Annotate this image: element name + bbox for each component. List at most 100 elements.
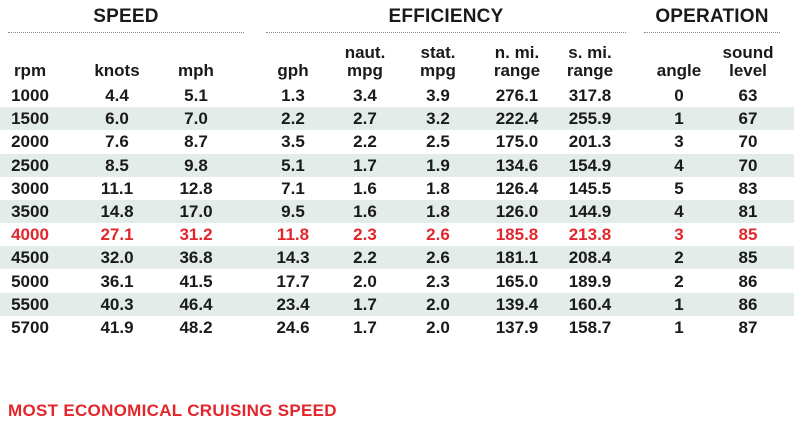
cell-knots: 36.1 xyxy=(100,271,134,291)
cell-stat-mpg: 2.0 xyxy=(426,318,450,337)
column-header-naut-mpg: naut. mpg xyxy=(344,43,386,80)
cell-naut-mpg: 2.0 xyxy=(353,271,377,291)
table-row: 5700 41.9 48.2 24.6 1.7 2.0 137.9 158.7 1 87 xyxy=(0,316,794,339)
cell-mph: 31.2 xyxy=(179,225,213,245)
cell-sound-level: 70 xyxy=(738,155,758,175)
cell-mph: 41.5 xyxy=(179,271,213,291)
cell-rpm: 5500 xyxy=(11,294,49,314)
cell-stat-mpg: 3.2 xyxy=(426,109,450,129)
cell-angle: 3 xyxy=(674,225,684,245)
cell-gph: 5.1 xyxy=(281,155,305,175)
cell-gph: 17.7 xyxy=(276,271,310,291)
cell-s-mi-range: 154.9 xyxy=(568,155,612,175)
cell-angle: 5 xyxy=(674,178,684,198)
cell-knots: 40.3 xyxy=(100,294,134,314)
cell-knots: 4.4 xyxy=(105,86,129,105)
cell-sound-level: 86 xyxy=(738,294,758,314)
cell-n-mi-range: 181.1 xyxy=(495,248,539,268)
cell-angle: 0 xyxy=(674,86,684,105)
cell-mph: 7.0 xyxy=(184,109,208,129)
table-row: 5000 36.1 41.5 17.7 2.0 2.3 165.0 189.9 2 86 xyxy=(0,270,794,293)
cell-s-mi-range: 144.9 xyxy=(568,202,612,221)
cell-gph: 23.4 xyxy=(276,294,310,314)
cell-stat-mpg: 2.6 xyxy=(426,248,450,268)
cell-n-mi-range: 126.4 xyxy=(495,178,539,198)
table-row: 1500 6.0 7.0 2.2 2.7 3.2 222.4 255.9 1 67 xyxy=(0,107,794,131)
cell-n-mi-range: 276.1 xyxy=(495,86,539,105)
cell-mph: 9.8 xyxy=(184,155,208,175)
cell-rpm: 1500 xyxy=(11,109,49,129)
cell-knots: 8.5 xyxy=(105,155,129,175)
group-heading-efficiency: EFFICIENCY xyxy=(266,6,626,33)
cell-angle: 4 xyxy=(674,202,684,221)
cell-gph: 14.3 xyxy=(276,248,310,268)
cell-s-mi-range: 189.9 xyxy=(568,271,612,291)
column-header-sound-level: sound level xyxy=(722,43,774,80)
column-header-n-mi-range: n. mi. range xyxy=(493,43,541,80)
cell-stat-mpg: 2.5 xyxy=(426,132,450,152)
group-heading-operation: OPERATION xyxy=(644,6,780,33)
column-header-knots: knots xyxy=(94,61,140,80)
cell-knots: 7.6 xyxy=(105,132,129,152)
cell-rpm: 2500 xyxy=(11,155,49,175)
table-row: 3000 11.1 12.8 7.1 1.6 1.8 126.4 145.5 5 83 xyxy=(0,177,794,200)
cell-naut-mpg: 1.6 xyxy=(353,178,377,198)
table-row: 4000 27.1 31.2 11.8 2.3 2.6 185.8 213.8 3 85 xyxy=(0,223,794,246)
cell-mph: 36.8 xyxy=(179,248,213,268)
cell-gph: 3.5 xyxy=(281,132,305,152)
column-header-gph: gph xyxy=(277,61,309,80)
table-row: 1000 4.4 5.1 1.3 3.4 3.9 276.1 317.8 0 63 xyxy=(0,84,794,107)
column-header-angle: angle xyxy=(656,61,702,80)
cell-n-mi-range: 126.0 xyxy=(495,202,539,221)
cell-s-mi-range: 208.4 xyxy=(568,248,612,268)
cell-angle: 1 xyxy=(674,318,684,337)
cell-n-mi-range: 134.6 xyxy=(495,155,539,175)
cell-naut-mpg: 2.2 xyxy=(353,132,377,152)
cell-naut-mpg: 1.7 xyxy=(353,155,377,175)
cell-s-mi-range: 145.5 xyxy=(568,178,612,198)
cell-angle: 2 xyxy=(674,248,684,268)
cell-stat-mpg: 3.9 xyxy=(426,86,450,105)
table-row: 4500 32.0 36.8 14.3 2.2 2.6 181.1 208.4 2 85 xyxy=(0,246,794,270)
cell-mph: 48.2 xyxy=(179,318,213,337)
cell-rpm: 3000 xyxy=(11,178,49,198)
cell-gph: 2.2 xyxy=(281,109,305,129)
cell-naut-mpg: 3.4 xyxy=(353,86,377,105)
cell-mph: 12.8 xyxy=(179,178,213,198)
cell-n-mi-range: 139.4 xyxy=(495,294,539,314)
cell-sound-level: 63 xyxy=(738,86,758,105)
cell-s-mi-range: 213.8 xyxy=(568,225,612,245)
cell-naut-mpg: 1.7 xyxy=(353,318,377,337)
cell-n-mi-range: 165.0 xyxy=(495,271,539,291)
table-row: 2500 8.5 9.8 5.1 1.7 1.9 134.6 154.9 4 70 xyxy=(0,153,794,177)
cell-stat-mpg: 2.3 xyxy=(426,271,450,291)
cell-stat-mpg: 1.9 xyxy=(426,155,450,175)
cell-naut-mpg: 1.7 xyxy=(353,294,377,314)
cell-mph: 8.7 xyxy=(184,132,208,152)
cell-angle: 1 xyxy=(674,294,684,314)
cell-rpm: 5000 xyxy=(11,271,49,291)
cell-sound-level: 81 xyxy=(738,202,758,221)
cell-knots: 41.9 xyxy=(100,318,134,337)
cell-angle: 1 xyxy=(674,109,684,129)
cell-sound-level: 86 xyxy=(738,271,758,291)
column-header-s-mi-range: s. mi. range xyxy=(566,43,614,80)
cell-rpm: 1000 xyxy=(11,86,49,105)
cell-naut-mpg: 2.7 xyxy=(353,109,377,129)
cell-knots: 11.1 xyxy=(100,178,134,198)
table-row: 5500 40.3 46.4 23.4 1.7 2.0 139.4 160.4 1 86 xyxy=(0,292,794,316)
cell-rpm: 4000 xyxy=(11,225,49,245)
cell-knots: 27.1 xyxy=(100,225,134,245)
cell-mph: 17.0 xyxy=(179,202,213,221)
cell-stat-mpg: 1.8 xyxy=(426,178,450,198)
cell-rpm: 4500 xyxy=(11,248,49,268)
cell-gph: 24.6 xyxy=(276,318,310,337)
cell-sound-level: 83 xyxy=(738,178,758,198)
table-row: 2000 7.6 8.7 3.5 2.2 2.5 175.0 201.3 3 70 xyxy=(0,130,794,153)
cell-sound-level: 70 xyxy=(738,132,758,152)
cell-n-mi-range: 137.9 xyxy=(495,318,539,337)
group-heading-speed: SPEED xyxy=(8,6,244,33)
cell-n-mi-range: 175.0 xyxy=(495,132,539,152)
cell-angle: 3 xyxy=(674,132,684,152)
cell-sound-level: 67 xyxy=(738,109,758,129)
